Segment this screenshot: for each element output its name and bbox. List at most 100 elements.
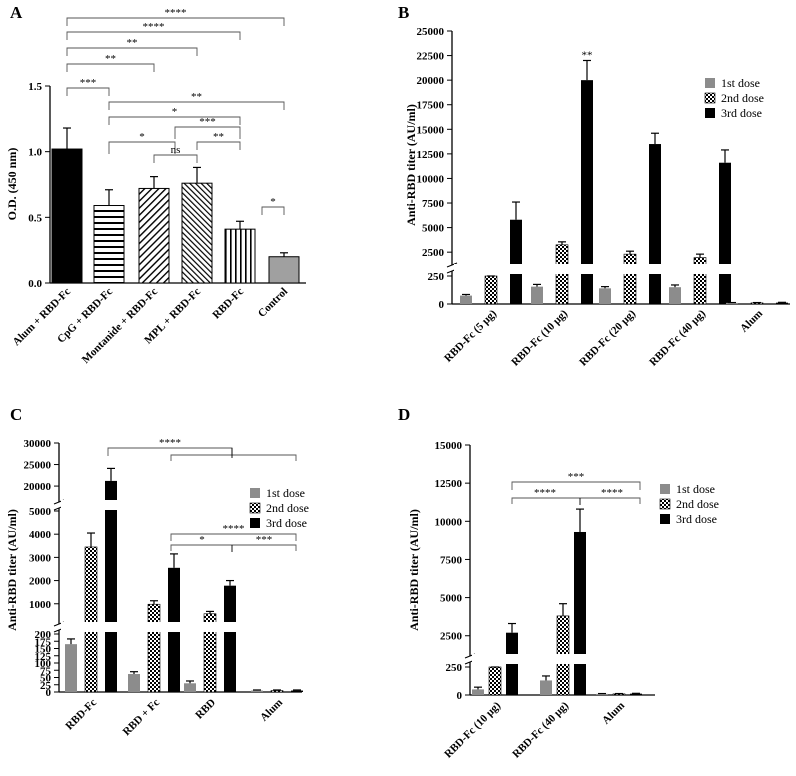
panel-a-sig-6-line bbox=[108, 101, 285, 110]
panel-a-sig-6-label: ** bbox=[191, 91, 202, 103]
panel-c-sig-5-label: * bbox=[199, 534, 205, 546]
panel-b-break-band bbox=[454, 264, 784, 274]
panel-b-bar-4-dose1 bbox=[669, 287, 681, 304]
panel-d-ylabel: Anti-RBD titer (AU/ml) bbox=[407, 509, 421, 631]
panel-c-axis-break-1-gap bbox=[53, 624, 65, 630]
panel-a-bar-2 bbox=[93, 205, 125, 284]
panel-a-sig-12-line bbox=[261, 206, 285, 215]
panel-c-bar-4-dose2 bbox=[270, 690, 284, 693]
panel-a-category-6: Control bbox=[256, 286, 290, 320]
panel-a-ytick-label-0: 0.0 bbox=[28, 278, 42, 290]
panel-b-bar-5-dose1 bbox=[726, 302, 738, 304]
panel-a-sig-7-line bbox=[108, 116, 241, 125]
panel-a-sig-8-label: *** bbox=[199, 116, 216, 128]
panel-b-bar-5-dose3 bbox=[776, 302, 788, 304]
panel-c-ytick-label-9: 1000 bbox=[29, 599, 52, 611]
panel-b-bar-1-dose2 bbox=[484, 275, 498, 305]
panel-d-ytick-label-5: 10000 bbox=[435, 516, 463, 528]
panel-b-bar-3-dose2 bbox=[623, 253, 637, 305]
panel-b-category-4: RBD-Fc (40 μg) bbox=[647, 307, 708, 368]
panel-c-ytick-label-0: 0 bbox=[46, 687, 52, 699]
panel-b-label: B bbox=[398, 3, 409, 22]
panel-d-legend-swatch-2 bbox=[659, 498, 671, 510]
panel-c-sig-3-label: **** bbox=[223, 523, 245, 535]
panel-b-bar-1-dose1 bbox=[460, 295, 472, 304]
panel-d-ytick-label-7: 15000 bbox=[435, 440, 463, 452]
panel-d-sig-2-line bbox=[511, 497, 641, 504]
panel-d-bar-1-dose2 bbox=[488, 666, 502, 696]
panel-d-bar-2-dose3 bbox=[574, 531, 586, 695]
panel-c-ytick-label-13: 5000 bbox=[29, 506, 52, 518]
panel-c-ytick-label-7: 175 bbox=[35, 636, 52, 648]
panel-b-ytick-label-8: 17500 bbox=[417, 100, 445, 112]
panel-c-ytick-label-16: 30000 bbox=[24, 438, 52, 450]
panel-d-sig-1-label: *** bbox=[568, 471, 585, 483]
panel-d-break-band bbox=[472, 654, 652, 664]
panel-d-bar-2-dose1 bbox=[540, 680, 552, 695]
panel-a-bar-4 bbox=[181, 182, 213, 284]
panel-d-bar-3-dose1 bbox=[596, 693, 608, 695]
panel-b-ylabel: Anti-RBD titer (AU/ml) bbox=[404, 104, 418, 226]
panel-c-sig-4-line bbox=[170, 544, 297, 551]
panel-a-sig-12-label: * bbox=[270, 196, 276, 208]
panel-c-legend-label-2: 2nd dose bbox=[266, 501, 309, 515]
panel-c-legend-swatch-3 bbox=[250, 518, 260, 528]
panel-b-bar-2-dose1 bbox=[531, 286, 543, 304]
panel-d-ytick-label-2: 2500 bbox=[440, 631, 463, 643]
panel-d-bar-3-dose3 bbox=[630, 693, 642, 695]
panel-b-legend-label-1: 1st dose bbox=[721, 76, 760, 90]
panel-b-axis-break-slash-top bbox=[446, 262, 458, 268]
panel-a-sig-5-line bbox=[66, 17, 285, 26]
panel-b-ytick-label-0: 0 bbox=[439, 299, 445, 311]
panel-a-sig-9-line bbox=[108, 141, 176, 154]
panel-a-sig-1-label: *** bbox=[80, 77, 97, 89]
panel-c-ytick-label-15: 25000 bbox=[24, 460, 52, 472]
panel-b-category-1: RBD-Fc (5 μg) bbox=[442, 307, 499, 364]
panel-a-bar-3 bbox=[138, 187, 170, 284]
panel-c-ytick-label-4: 100 bbox=[35, 658, 52, 670]
panel-c-legend-swatch-2 bbox=[249, 502, 261, 514]
panel-d-ytick-label-4: 7500 bbox=[440, 554, 463, 566]
panel-a-category-5: RBD-Fc bbox=[210, 286, 246, 322]
panel-c-bar-1-dose2 bbox=[84, 546, 98, 693]
panel-c-ytick-label-5: 125 bbox=[35, 651, 52, 663]
panel-a-sig-3-line bbox=[66, 47, 198, 56]
panel-b-annotation-1: ** bbox=[582, 49, 593, 61]
panel-b-legend-label-3: 3rd dose bbox=[721, 106, 762, 120]
panel-b-bar-3-dose3 bbox=[649, 144, 661, 304]
panel-a-sig-1-line bbox=[66, 87, 110, 96]
panel-b-ytick-label-9: 20000 bbox=[417, 75, 445, 87]
panel-d-legend-label-1: 1st dose bbox=[676, 482, 715, 496]
panel-a-sig-8-line bbox=[174, 126, 241, 139]
panel-a-sig-10-label: ** bbox=[213, 131, 224, 143]
panel-b-ytick-label-4: 7500 bbox=[422, 198, 445, 210]
panel-b-axis-break-gap bbox=[446, 265, 458, 271]
panel-d-ytick-label-1: 250 bbox=[446, 662, 463, 674]
panel-b-legend-swatch-1 bbox=[705, 78, 715, 88]
panel-a-sig-11-line bbox=[153, 154, 198, 163]
panel-a-sig-2-label: ** bbox=[105, 53, 116, 65]
panel-a-sig-9-label: * bbox=[139, 131, 145, 143]
panel-a-label: A bbox=[10, 3, 23, 22]
panel-b-bar-2-dose2 bbox=[555, 244, 569, 305]
panel-b-ytick-label-1: 250 bbox=[428, 271, 445, 283]
panel-c-legend-label-3: 3rd dose bbox=[266, 516, 307, 530]
panel-b-ytick-label-10: 22500 bbox=[417, 51, 445, 63]
panel-b-ytick-label-7: 15000 bbox=[417, 124, 445, 136]
panel-a-sig-7-label: * bbox=[172, 106, 178, 118]
panel-c-ytick-label-10: 2000 bbox=[29, 576, 52, 588]
panel-d-category-3: Alum bbox=[600, 700, 627, 727]
panel-c-break-band-2 bbox=[61, 500, 301, 510]
panel-c-bar-2-dose1 bbox=[128, 674, 140, 692]
panel-b-bar-3-dose1 bbox=[599, 288, 611, 304]
panel-a-ylabel: O.D. (450 nm) bbox=[5, 148, 19, 221]
panel-d-axis-break-gap bbox=[464, 656, 476, 662]
panel-c-break-band-1 bbox=[61, 622, 301, 632]
panel-b-ytick-label-11: 25000 bbox=[417, 26, 445, 38]
panel-a-sig-3-label: ** bbox=[127, 37, 138, 49]
panel-b-bar-4-dose3 bbox=[719, 162, 731, 304]
panel-d-category-1: RBD-Fc (10 μg) bbox=[442, 699, 503, 760]
panel-c-ylabel: Anti-RBD titer (AU/ml) bbox=[5, 509, 19, 631]
panel-b-category-2: RBD-Fc (10 μg) bbox=[509, 307, 570, 368]
panel-b-legend-swatch-3 bbox=[705, 108, 715, 118]
